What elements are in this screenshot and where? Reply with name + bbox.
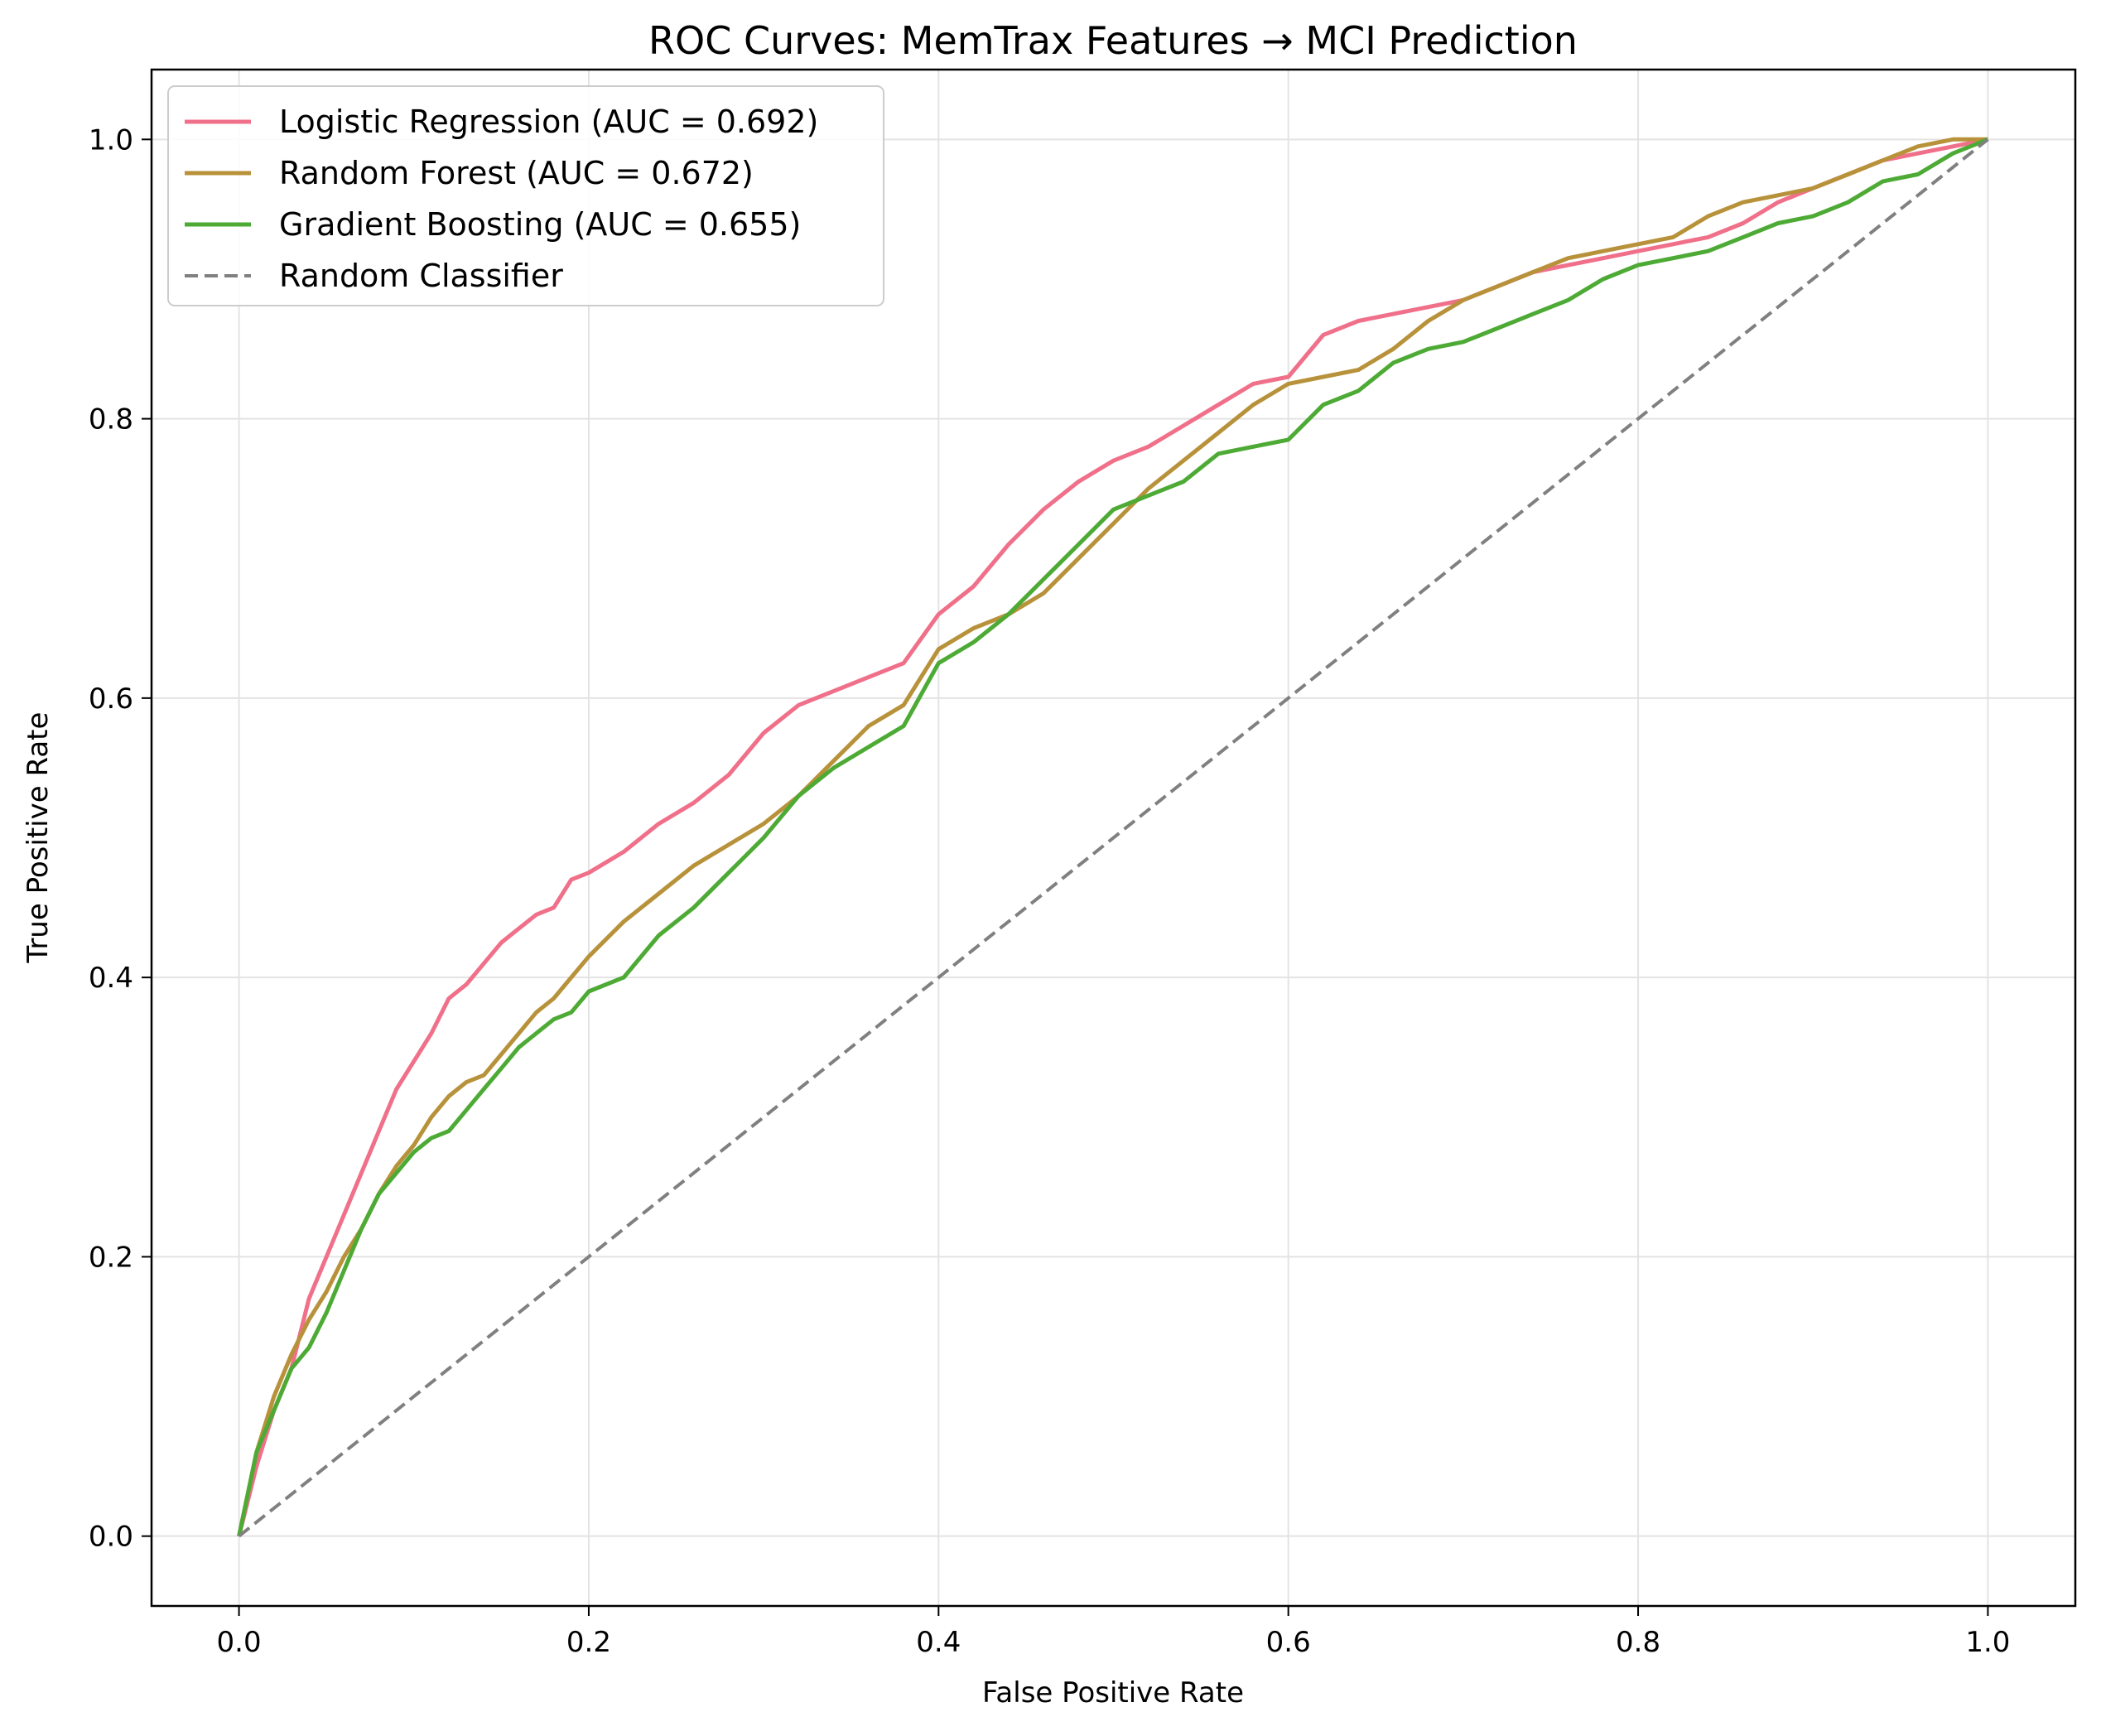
legend-label: Gradient Boosting (AUC = 0.655) <box>279 206 801 243</box>
x-tick-label: 0.6 <box>1266 1626 1311 1659</box>
y-tick-label: 1.0 <box>89 123 133 157</box>
x-tick-label: 1.0 <box>1965 1626 2010 1659</box>
series-line-random <box>238 137 1989 1538</box>
x-tick-label: 0.8 <box>1616 1626 1660 1659</box>
tick-layer: 0.0 0.2 0.4 0.6 0.8 1.0 0.0 0.2 0.4 0.6 0.8 1.0 <box>89 123 2011 1659</box>
plot-frame <box>150 68 2077 1608</box>
y-tick-label: 0.2 <box>89 1241 133 1274</box>
series-line-logistic <box>237 137 1988 1537</box>
legend-entries: Logistic Regression (AUC = 0.692) Random … <box>185 104 818 294</box>
chart-title: ROC Curves: MemTrax Features → MCI Predi… <box>648 18 1578 63</box>
x-tick-label: 0.4 <box>916 1626 961 1659</box>
series-line-random <box>237 137 1988 1537</box>
x-axis-label: False Positive Rate <box>982 1676 1244 1709</box>
legend-label: Logistic Regression (AUC = 0.692) <box>279 104 818 140</box>
legend: Logistic Regression (AUC = 0.692) Random … <box>167 85 884 306</box>
series-layer <box>237 137 1989 1538</box>
x-tick-label: 0.2 <box>566 1626 611 1659</box>
legend-label: Random Classifier <box>279 258 563 294</box>
y-tick-label: 0.4 <box>89 962 133 995</box>
legend-label: Random Forest (AUC = 0.672) <box>279 155 754 191</box>
y-axis-label: True Positive Rate <box>22 712 55 964</box>
y-tick-label: 0.6 <box>89 682 133 716</box>
y-tick-label: 0.0 <box>89 1521 133 1554</box>
x-tick-label: 0.0 <box>217 1626 262 1659</box>
legend-box <box>167 85 884 306</box>
series-line-gradient <box>237 137 1989 1537</box>
y-tick-label: 0.8 <box>89 403 133 436</box>
